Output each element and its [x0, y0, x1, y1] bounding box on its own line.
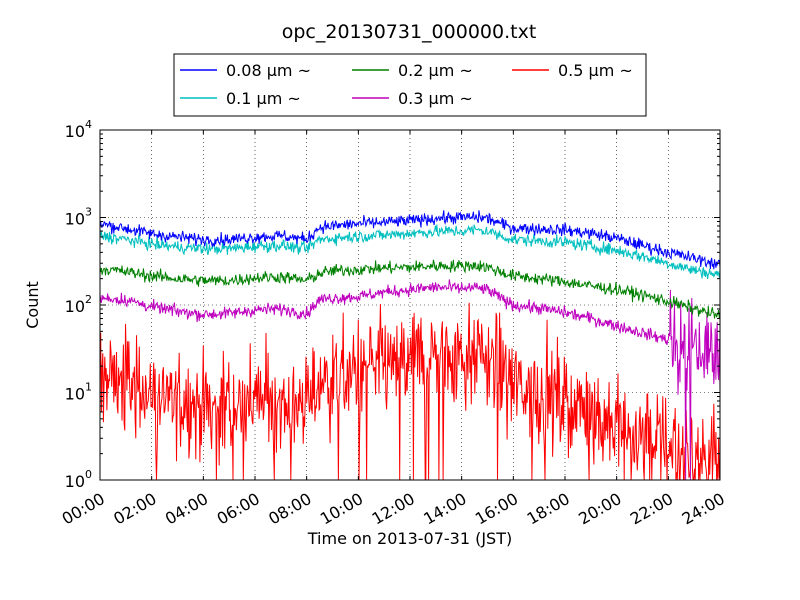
legend-label: 0.5 μm ~: [558, 61, 633, 80]
legend-label: 0.1 μm ~: [226, 89, 301, 108]
grid: [100, 130, 720, 480]
legend: 0.08 μm ~ 0.1 μm ~ 0.2 μm ~ 0.3 μm ~ 0.5 μm …: [173, 53, 647, 117]
series-line-2: [99, 259, 721, 319]
legend-label: 0.2 μm ~: [398, 61, 473, 80]
legend-label: 0.08 μm ~: [226, 61, 311, 80]
y-axis-label: Count: [23, 281, 42, 329]
x-axis-label: Time on 2013-07-31 (JST): [307, 529, 512, 548]
series-layer: [99, 210, 721, 481]
series-line-1: [99, 224, 721, 279]
legend-items: 0.08 μm ~ 0.1 μm ~ 0.2 μm ~ 0.3 μm ~ 0.5 μm …: [180, 61, 633, 108]
series-line-0: [99, 210, 721, 270]
legend-label: 0.3 μm ~: [398, 89, 473, 108]
legend-box: [173, 53, 647, 117]
chart-title: opc_20130731_000000.txt: [282, 21, 537, 43]
series-line-4: [99, 302, 721, 481]
series-line-3: [99, 279, 721, 481]
axis-ticks: [99, 129, 721, 481]
